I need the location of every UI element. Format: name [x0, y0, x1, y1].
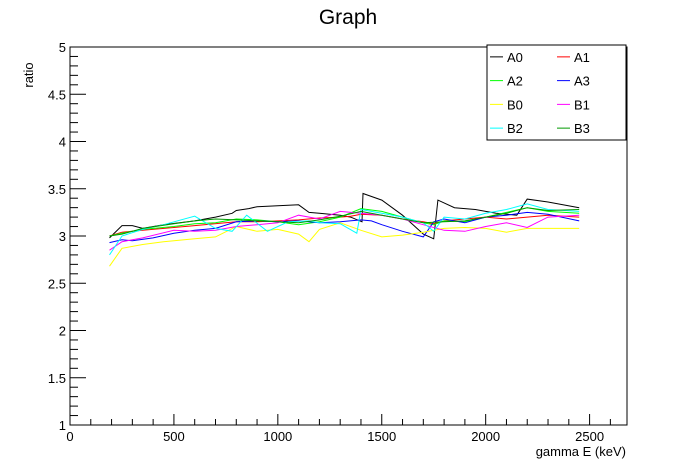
- legend-label-a0: A0: [507, 50, 523, 65]
- x-tick-label: 0: [66, 429, 73, 444]
- y-axis-label: ratio: [21, 62, 36, 87]
- legend-label-a3: A3: [574, 74, 590, 89]
- series-line-b2: [109, 203, 580, 256]
- y-tick-label: 3: [59, 229, 66, 244]
- x-tick-label: 1000: [263, 429, 292, 444]
- x-tick-label: 1500: [367, 429, 396, 444]
- y-tick-label: 2.5: [48, 276, 66, 291]
- y-tick-label: 3.5: [48, 182, 66, 197]
- x-axis-label: gamma E (keV): [536, 444, 626, 459]
- legend-label-a2: A2: [507, 74, 523, 89]
- y-tick-label: 4: [59, 135, 66, 150]
- series-line-b0: [109, 222, 580, 267]
- series-line-b1: [109, 210, 580, 251]
- legend-label-b1: B1: [574, 97, 590, 112]
- y-tick-label: 4.5: [48, 87, 66, 102]
- series-layer: [109, 192, 580, 267]
- y-tick-label: 1.5: [48, 371, 66, 386]
- legend-label-b2: B2: [507, 121, 523, 136]
- chart-title: Graph: [319, 6, 377, 29]
- x-tick-label: 500: [163, 429, 185, 444]
- series-line-b3: [109, 207, 580, 237]
- x-tick-label: 2500: [575, 429, 604, 444]
- y-tick-label: 2: [59, 324, 66, 339]
- x-tick-label: 2000: [471, 429, 500, 444]
- y-tick-label: 1: [59, 418, 66, 433]
- legend-label-a1: A1: [574, 50, 590, 65]
- legend-box: [486, 44, 627, 141]
- legend: A0 A1 A2 A3 B0 B1 B2 B3: [486, 44, 627, 141]
- legend-label-b3: B3: [574, 121, 590, 136]
- legend-label-b0: B0: [507, 97, 523, 112]
- axes-layer: 0 500 1000 1500 2000 2500 1 1.5 2 2.5 3 3.5 4 4.5 5: [48, 40, 628, 444]
- series-line-a1: [109, 213, 580, 237]
- y-tick-label: 5: [59, 40, 66, 55]
